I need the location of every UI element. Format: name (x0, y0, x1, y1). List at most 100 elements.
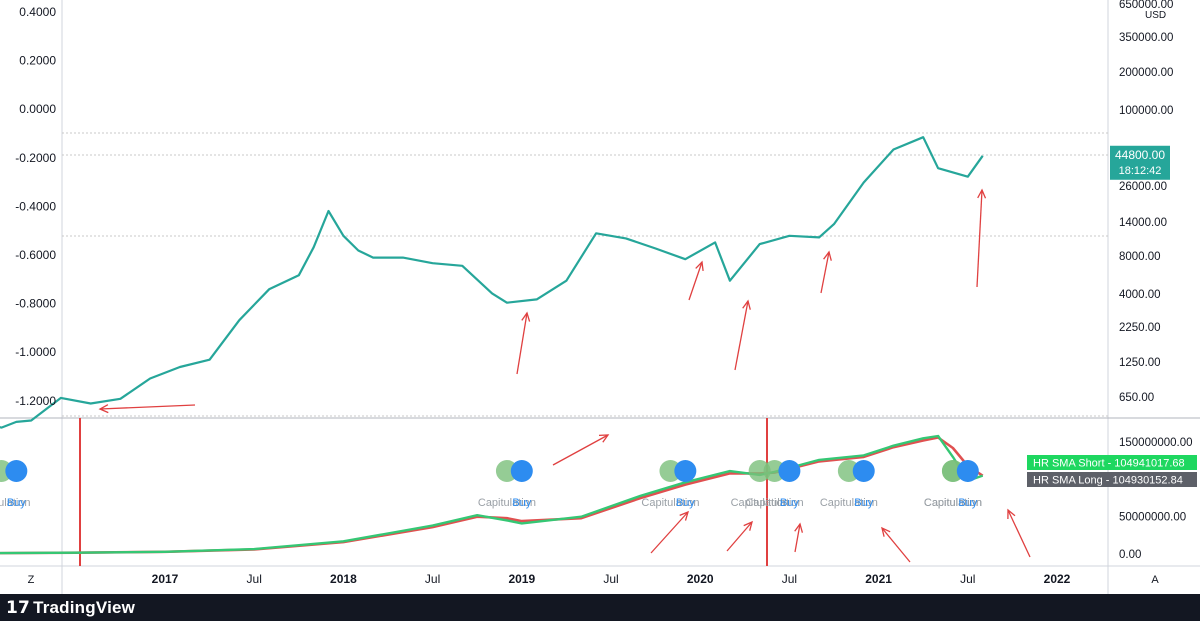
tradingview-mark-icon: 17 (6, 598, 31, 618)
left-axis-tick-label: -0.8000 (15, 297, 56, 311)
annotation-arrow-head (679, 510, 690, 521)
capitulation-marker-label: Capitulation (0, 497, 31, 509)
buy-marker: Buy (510, 460, 533, 509)
hr-sma-short-legend-label: HR SMA Short - 104941017.68 (1033, 458, 1185, 470)
annotation-arrow-line (976, 189, 983, 288)
time-axis-tick-label: 2018 (330, 572, 357, 586)
buy-marker-label: Buy (7, 497, 26, 509)
capitulation-marker-label: Capitulation (745, 497, 803, 509)
time-axis-tick-label: Jul (603, 572, 618, 586)
right-axis-tick-label: 8000.00 (1119, 251, 1161, 263)
capitulation-marker-label: Capitulation (924, 497, 982, 509)
time-axis-tick-label: Jul (247, 572, 262, 586)
annotation-arrow-head (977, 188, 987, 199)
right-axis-tick-label: 650000.00 (1119, 0, 1173, 11)
chart-svg: CapitulationBuyCapitulationBuyCapitulati… (0, 0, 1200, 594)
buy-marker-dot (674, 460, 697, 482)
hr-sma-short-line (0, 434, 984, 555)
hashrate-axis-tick-label: 150000000.00 (1119, 437, 1193, 449)
right-axis-tick-label: 200000.00 (1119, 67, 1173, 79)
hashrate-axis-tick-label: 50000000.00 (1119, 512, 1186, 524)
left-axis-tick-label: 0.2000 (19, 54, 56, 68)
current-price-badge (1110, 145, 1170, 180)
hr-sma-short-legend-badge (1027, 455, 1197, 470)
price-line (0, 136, 984, 429)
auto-scale-right-button: A (1151, 574, 1159, 586)
capitulation-marker-label: Capitulation (731, 497, 789, 509)
annotation-arrow-line (820, 251, 830, 294)
left-axis-tick-label: 0.0000 (19, 102, 56, 116)
time-axis-tick-label: Jul (960, 572, 975, 586)
time-axis-tick-label: 2021 (865, 572, 892, 586)
right-axis-tick-label: 14000.00 (1119, 217, 1167, 229)
right-axis-tick-label: 650.00 (1119, 392, 1154, 404)
capitulation-marker-label: Capitulation (641, 497, 699, 509)
left-axis-tick-label: -1.0000 (15, 345, 56, 359)
auto-scale-left-button: Z (28, 574, 35, 586)
left-axis-tick-label: -0.6000 (15, 248, 56, 262)
annotation-arrow-line (516, 312, 528, 375)
annotation-arrow-head (695, 260, 704, 271)
left-axis-tick-label: -0.2000 (15, 151, 56, 165)
annotation-arrow-line (734, 300, 749, 371)
annotation-arrow-line (881, 527, 911, 563)
price-panel (0, 136, 1031, 563)
time-axis-tick-label: Jul (425, 572, 440, 586)
time-axis-tick-label: Jul (782, 572, 797, 586)
buy-marker: Buy (5, 460, 28, 509)
buy-marker-label: Buy (854, 497, 873, 509)
buy-marker-dot (956, 460, 979, 482)
right-axis-tick-label: 1250.00 (1119, 357, 1161, 369)
annotation-arrow-line (650, 511, 689, 554)
buy-marker: Buy (852, 460, 875, 509)
annotation-arrow-head (823, 250, 832, 261)
left-axis-tick-label: -1.2000 (15, 394, 56, 408)
right-axis-tick-label: 26000.00 (1119, 181, 1167, 193)
buy-marker-label: Buy (780, 497, 799, 509)
buy-marker-label: Buy (676, 497, 695, 509)
left-axis-tick-label: -0.4000 (15, 199, 56, 213)
buy-marker-dot (510, 460, 533, 482)
chart-background (0, 0, 1200, 594)
annotation-arrow-head (743, 520, 753, 531)
tradingview-logo: 17 TradingView (6, 598, 135, 618)
annotation-arrow-line (688, 261, 703, 301)
right-axis-tick-label: 350000.00 (1119, 32, 1173, 44)
time-axis-tick-label: 2019 (508, 572, 535, 586)
time-axis-tick-label: 2017 (152, 572, 179, 586)
annotation-arrow-line (1007, 509, 1031, 558)
annotation-arrow-head (794, 522, 804, 533)
footer-bar: 17 TradingView (0, 594, 1200, 621)
buy-marker: Buy (956, 460, 979, 509)
annotation-arrow-head (742, 299, 751, 310)
right-axis-tick-label: 2250.00 (1119, 322, 1161, 334)
axes: 0.4000 0.2000 0.0000 -0.2000 -0.4000 -0.6000 -… (15, 0, 1197, 586)
annotation-arrow-head (521, 311, 531, 322)
hash-ribbons-panel: CapitulationBuyCapitulationBuyCapitulati… (0, 418, 984, 566)
time-axis-tick-label: 2022 (1044, 572, 1071, 586)
tradingview-brand-name: TradingView (33, 598, 136, 617)
capitulation-marker-label: Capitulation (924, 497, 982, 509)
right-axis-tick-label: 4000.00 (1119, 289, 1161, 301)
buy-marker-label: Buy (958, 497, 977, 509)
right-axis-tick-label: 100000.00 (1119, 105, 1173, 117)
hr-sma-long-legend-label: HR SMA Long - 104930152.84 (1033, 475, 1183, 487)
left-axis-tick-label: 0.4000 (19, 5, 56, 19)
annotation-arrow-line (726, 521, 753, 552)
annotation-arrow-line (552, 434, 609, 466)
annotation-arrow-head (98, 404, 109, 414)
buy-marker: Buy (778, 460, 801, 509)
hr-sma-long-legend-badge (1027, 472, 1197, 487)
annotation-arrow-line (99, 404, 196, 410)
time-axis-tick-label: 2020 (687, 572, 714, 586)
buy-marker-dot (852, 460, 875, 482)
capitulation-marker-label: Capitulation (820, 497, 878, 509)
annotation-arrow-line (794, 523, 801, 553)
buy-marker: Buy (674, 460, 697, 509)
annotation-arrow-head (1007, 508, 1016, 520)
buy-marker-label: Buy (512, 497, 531, 509)
current-price-timer: 18:12:42 (1119, 165, 1162, 177)
hashrate-axis-tick-label: 0.00 (1119, 549, 1141, 561)
currency-label: USD (1145, 10, 1166, 21)
buy-marker-dot (5, 460, 28, 482)
